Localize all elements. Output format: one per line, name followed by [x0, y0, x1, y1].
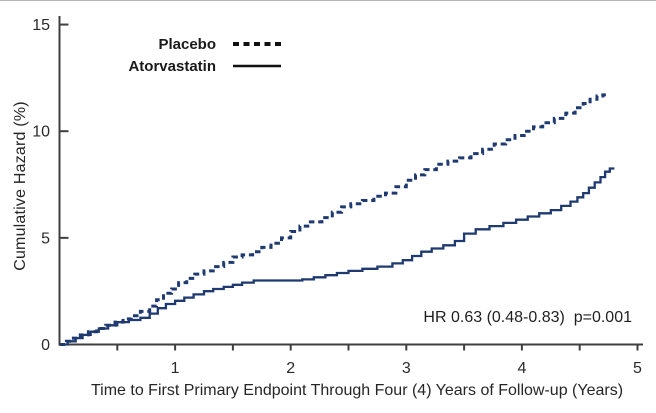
x-tick-label: 4	[517, 360, 526, 377]
legend-label-placebo: Placebo	[158, 35, 216, 53]
dashed-line-icon	[233, 42, 281, 46]
legend-row-placebo: Placebo	[118, 33, 285, 55]
x-axis-title: Time to First Primary Endpoint Through F…	[90, 382, 624, 399]
x-tick-label: 2	[286, 360, 295, 377]
atorvastatin-curve	[59, 167, 615, 346]
legend-label-atorvastatin: Atorvastatin	[128, 57, 216, 75]
hazard-ratio-annotation: HR 0.63 (0.48-0.83) p=0.001	[423, 309, 632, 326]
y-axis-title: Cumulative Hazard (%)	[12, 101, 29, 271]
y-tick-label: 15	[32, 17, 50, 34]
y-tick-label: 10	[32, 124, 50, 141]
solid-line-icon	[233, 64, 281, 68]
legend-row-atorvastatin: Atorvastatin	[118, 55, 285, 77]
figure-top-border	[0, 0, 656, 1]
x-tick-label: 3	[402, 360, 411, 377]
y-tick-label: 5	[41, 230, 50, 247]
y-tick-label: 0	[41, 337, 50, 354]
placebo-curve	[59, 93, 608, 346]
legend: Placebo Atorvastatin	[118, 33, 285, 77]
x-tick-label: 1	[171, 360, 180, 377]
x-tick-label: 5	[633, 360, 642, 377]
